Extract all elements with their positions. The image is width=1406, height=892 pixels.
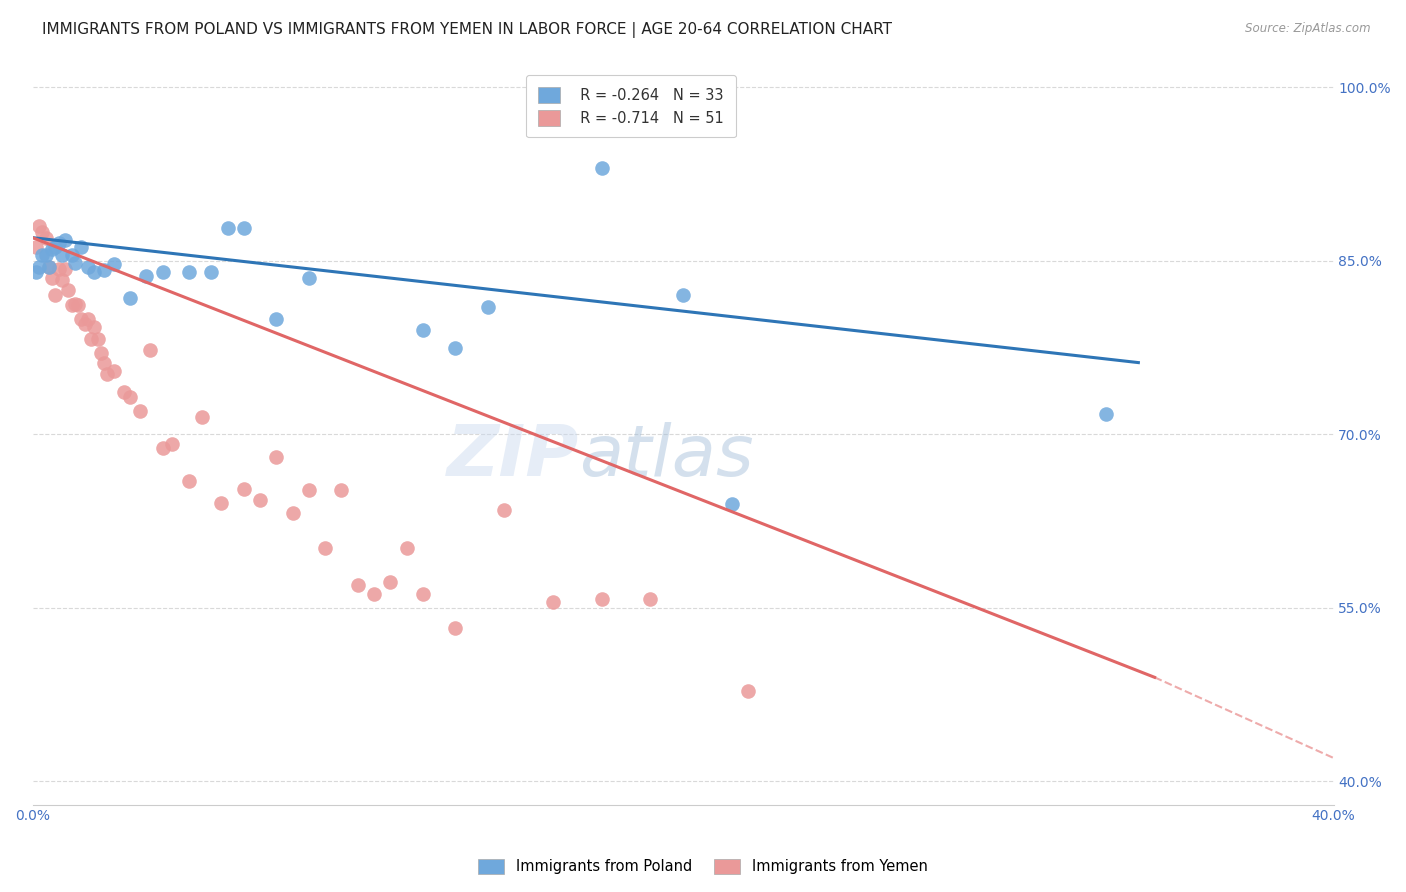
Text: IMMIGRANTS FROM POLAND VS IMMIGRANTS FROM YEMEN IN LABOR FORCE | AGE 20-64 CORRE: IMMIGRANTS FROM POLAND VS IMMIGRANTS FRO… (42, 22, 893, 38)
Point (38, 260, 60, 274)
Point (28, 260, 51, 274)
Point (48, 236, 70, 251)
Point (76, 260, 98, 274)
Point (177, 474, 200, 488)
Point (281, 506, 304, 520)
Legend:   R = -0.264   N = 33,   R = -0.714   N = 51: R = -0.264 N = 33, R = -0.714 N = 51 (526, 75, 735, 137)
Point (41, 242, 63, 256)
Point (177, 265, 200, 279)
Point (200, 265, 222, 279)
Point (41, 271, 63, 285)
Point (83, 319, 105, 334)
Point (103, 257, 125, 271)
Point (80, 333, 103, 347)
Point (31, 225, 53, 239)
Point (83, 265, 105, 279)
Point (591, 591, 613, 606)
Point (232, 221, 254, 235)
Point (444, 341, 467, 355)
Point (44, 288, 66, 302)
Point (152, 441, 174, 455)
Point (135, 268, 157, 283)
Point (266, 450, 288, 465)
Point (266, 311, 288, 326)
Point (298, 271, 321, 285)
Point (76, 311, 98, 326)
Point (120, 390, 142, 404)
Point (152, 265, 174, 279)
Point (412, 323, 434, 337)
Point (363, 587, 385, 601)
Point (346, 578, 368, 592)
Point (330, 483, 353, 497)
Text: ZIP: ZIP (447, 422, 579, 491)
Point (298, 483, 321, 497)
Point (541, 595, 564, 609)
Point (737, 684, 759, 698)
Point (58, 283, 80, 297)
Point (103, 364, 125, 378)
Point (34, 230, 56, 244)
Point (53, 233, 76, 247)
Point (591, 161, 613, 176)
Point (51, 248, 73, 262)
Point (90, 346, 112, 360)
Point (494, 502, 516, 516)
Point (190, 409, 212, 424)
Point (60, 298, 83, 312)
Point (1095, 407, 1118, 421)
Point (314, 541, 336, 555)
Point (720, 497, 742, 511)
Text: Source: ZipAtlas.com: Source: ZipAtlas.com (1246, 22, 1371, 36)
Point (73, 318, 96, 332)
Point (51, 273, 73, 287)
Point (86, 333, 108, 347)
Point (138, 343, 160, 357)
Point (217, 221, 239, 235)
Point (38, 260, 60, 274)
Point (53, 261, 76, 276)
Point (209, 495, 232, 509)
Point (380, 575, 402, 590)
Point (232, 482, 254, 496)
Legend: Immigrants from Poland, Immigrants from Yemen: Immigrants from Poland, Immigrants from … (472, 853, 934, 880)
Point (70, 311, 93, 326)
Point (24, 240, 46, 254)
Point (112, 384, 135, 399)
Point (63, 296, 86, 310)
Text: atlas: atlas (579, 422, 754, 491)
Point (24, 265, 46, 279)
Point (67, 298, 90, 312)
Point (31, 248, 53, 262)
Point (44, 240, 66, 254)
Point (395, 541, 418, 555)
Point (60, 248, 83, 262)
Point (28, 219, 51, 233)
Point (63, 256, 86, 270)
Point (672, 288, 695, 302)
Point (34, 248, 56, 262)
Point (444, 621, 467, 635)
Point (96, 367, 118, 381)
Point (93, 263, 115, 277)
Point (48, 261, 70, 276)
Point (640, 591, 662, 606)
Point (412, 587, 434, 601)
Point (70, 240, 93, 254)
Point (128, 404, 150, 418)
Point (162, 436, 184, 450)
Point (477, 300, 499, 314)
Point (120, 291, 142, 305)
Point (93, 355, 115, 369)
Point (249, 493, 271, 508)
